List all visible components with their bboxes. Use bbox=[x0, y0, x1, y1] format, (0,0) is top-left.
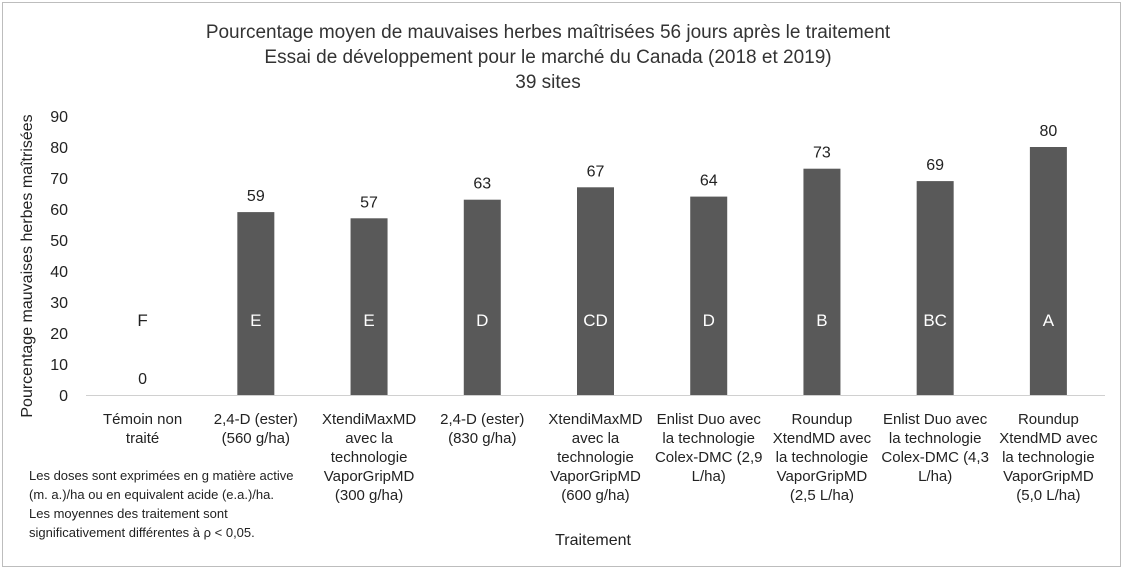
bar-value-label: 57 bbox=[360, 194, 378, 211]
chart-title-line: Essai de développement pour le marché du… bbox=[264, 47, 831, 68]
x-category-label: XtendiMaxMD avec la technologie VaporGripMD… bbox=[548, 411, 642, 504]
x-category-label-line: (2,5 L/ha) bbox=[790, 487, 854, 504]
x-category-label-line: la technologie bbox=[889, 430, 982, 447]
bar-value-label: 59 bbox=[247, 188, 265, 205]
bar bbox=[803, 168, 841, 395]
bar-value-label: 0 bbox=[138, 371, 147, 388]
x-category-label-line: XtendiMaxMD bbox=[322, 411, 416, 428]
significance-group-label: CD bbox=[583, 311, 608, 330]
bar-value-label: 69 bbox=[926, 157, 944, 174]
significance-group-label: D bbox=[476, 311, 488, 330]
x-category-label-line: VaporGripMD bbox=[324, 468, 415, 485]
x-category-label-line: technologie bbox=[557, 449, 634, 466]
significance-group-label: BC bbox=[923, 311, 947, 330]
bar bbox=[237, 212, 275, 395]
x-category-label: Roundup XtendMD avec la technologie VaporGr… bbox=[773, 411, 872, 504]
significance-group-label: E bbox=[250, 311, 261, 330]
y-tick-label: 60 bbox=[50, 202, 68, 219]
x-category-label-line: 2,4-D (ester) bbox=[440, 411, 524, 428]
y-tick-label: 40 bbox=[50, 264, 68, 281]
x-category-label: Enlist Duo avec la technologie Colex-DMC (… bbox=[655, 411, 763, 485]
bar bbox=[1029, 147, 1067, 395]
chart-title-line: Pourcentage moyen de mauvaises herbes ma… bbox=[206, 22, 891, 43]
x-category-label-line: Roundup bbox=[791, 411, 852, 428]
x-category-label-line: Roundup bbox=[1018, 411, 1079, 428]
significance-group-label: A bbox=[1043, 311, 1055, 330]
bar-value-label: 67 bbox=[587, 163, 605, 180]
y-tick-label: 90 bbox=[50, 109, 68, 126]
bar bbox=[916, 181, 954, 395]
footnote-line: Les moyennes des traitement sont bbox=[29, 506, 228, 521]
x-category-label-line: technologie bbox=[331, 449, 408, 466]
y-tick-label: 20 bbox=[50, 326, 68, 343]
x-category-label-line: Enlist Duo avec bbox=[657, 411, 762, 428]
x-category-label-line: Enlist Duo avec bbox=[883, 411, 988, 428]
bar bbox=[350, 218, 388, 395]
x-category-label-line: la technologie bbox=[662, 430, 755, 447]
x-category-label-line: Colex-DMC (4,3 bbox=[881, 449, 989, 466]
x-category-label-line: (560 g/ha) bbox=[222, 430, 290, 447]
x-category-label-line: (600 g/ha) bbox=[561, 487, 629, 504]
x-category-label-line: XtendMD avec bbox=[999, 430, 1098, 447]
bar bbox=[577, 187, 614, 395]
x-category-label: Témoin non traité bbox=[103, 411, 182, 447]
y-tick-label: 30 bbox=[50, 295, 68, 312]
x-category-label-line: avec la bbox=[572, 430, 620, 447]
y-tick-label: 10 bbox=[50, 357, 68, 374]
x-category-label-line: (5,0 L/ha) bbox=[1016, 487, 1080, 504]
chart-title-line: 39 sites bbox=[515, 72, 580, 93]
x-category-label-line: la technologie bbox=[776, 449, 869, 466]
bar-value-label: 64 bbox=[700, 173, 718, 190]
x-category-label-line: L/ha) bbox=[692, 468, 726, 485]
x-category-label-line: 2,4-D (ester) bbox=[214, 411, 298, 428]
x-category-label-line: VaporGripMD bbox=[777, 468, 868, 485]
y-tick-label: 70 bbox=[50, 171, 68, 188]
x-category-label: 2,4-D (ester) (830 g/ha) bbox=[440, 411, 524, 447]
bar-value-label: 80 bbox=[1039, 123, 1057, 140]
significance-group-label: E bbox=[363, 311, 374, 330]
y-tick-label: 50 bbox=[50, 233, 68, 250]
x-category-label-line: Colex-DMC (2,9 bbox=[655, 449, 763, 466]
x-category-label: Enlist Duo avec la technologie Colex-DMC (… bbox=[881, 411, 989, 485]
y-axis-title: Pourcentage mauvaises herbes maîtrisées bbox=[19, 114, 36, 417]
x-category-label-line: (830 g/ha) bbox=[448, 430, 516, 447]
x-category-label: Roundup XtendMD avec la technologie VaporGr… bbox=[999, 411, 1098, 504]
footnote-line: significativement différentes à ρ < 0,05… bbox=[29, 525, 255, 540]
x-category-label: 2,4-D (ester) (560 g/ha) bbox=[214, 411, 298, 447]
x-category-label-line: VaporGripMD bbox=[1003, 468, 1094, 485]
bar-value-label: 63 bbox=[473, 176, 491, 193]
significance-group-label: F bbox=[137, 311, 147, 330]
x-axis-title: Traitement bbox=[555, 532, 631, 549]
footnote-line: Les doses sont exprimées en g matière ac… bbox=[29, 468, 294, 483]
x-category-label-line: XtendMD avec bbox=[773, 430, 872, 447]
x-category-label-line: la technologie bbox=[1002, 449, 1095, 466]
x-category-label-line: avec la bbox=[345, 430, 393, 447]
footnote-line: (m. a.)/ha ou en equivalent acide (e.a.)… bbox=[29, 487, 274, 502]
significance-group-label: B bbox=[816, 311, 827, 330]
footnote: Les doses sont exprimées en g matière ac… bbox=[29, 466, 294, 542]
bar-value-label: 73 bbox=[813, 145, 831, 162]
y-tick-label: 0 bbox=[59, 388, 68, 405]
x-category-label-line: XtendiMaxMD bbox=[548, 411, 642, 428]
x-category-label-line: Témoin non bbox=[103, 411, 182, 428]
x-category-label-line: (300 g/ha) bbox=[335, 487, 403, 504]
x-category-label-line: traité bbox=[126, 430, 159, 447]
significance-group-label: D bbox=[703, 311, 715, 330]
bar bbox=[690, 196, 728, 395]
x-category-label: XtendiMaxMD avec la technologie VaporGripMD… bbox=[322, 411, 416, 504]
bar bbox=[463, 199, 501, 395]
y-tick-label: 80 bbox=[50, 140, 68, 157]
x-category-label-line: VaporGripMD bbox=[550, 468, 641, 485]
x-category-label-line: L/ha) bbox=[918, 468, 952, 485]
